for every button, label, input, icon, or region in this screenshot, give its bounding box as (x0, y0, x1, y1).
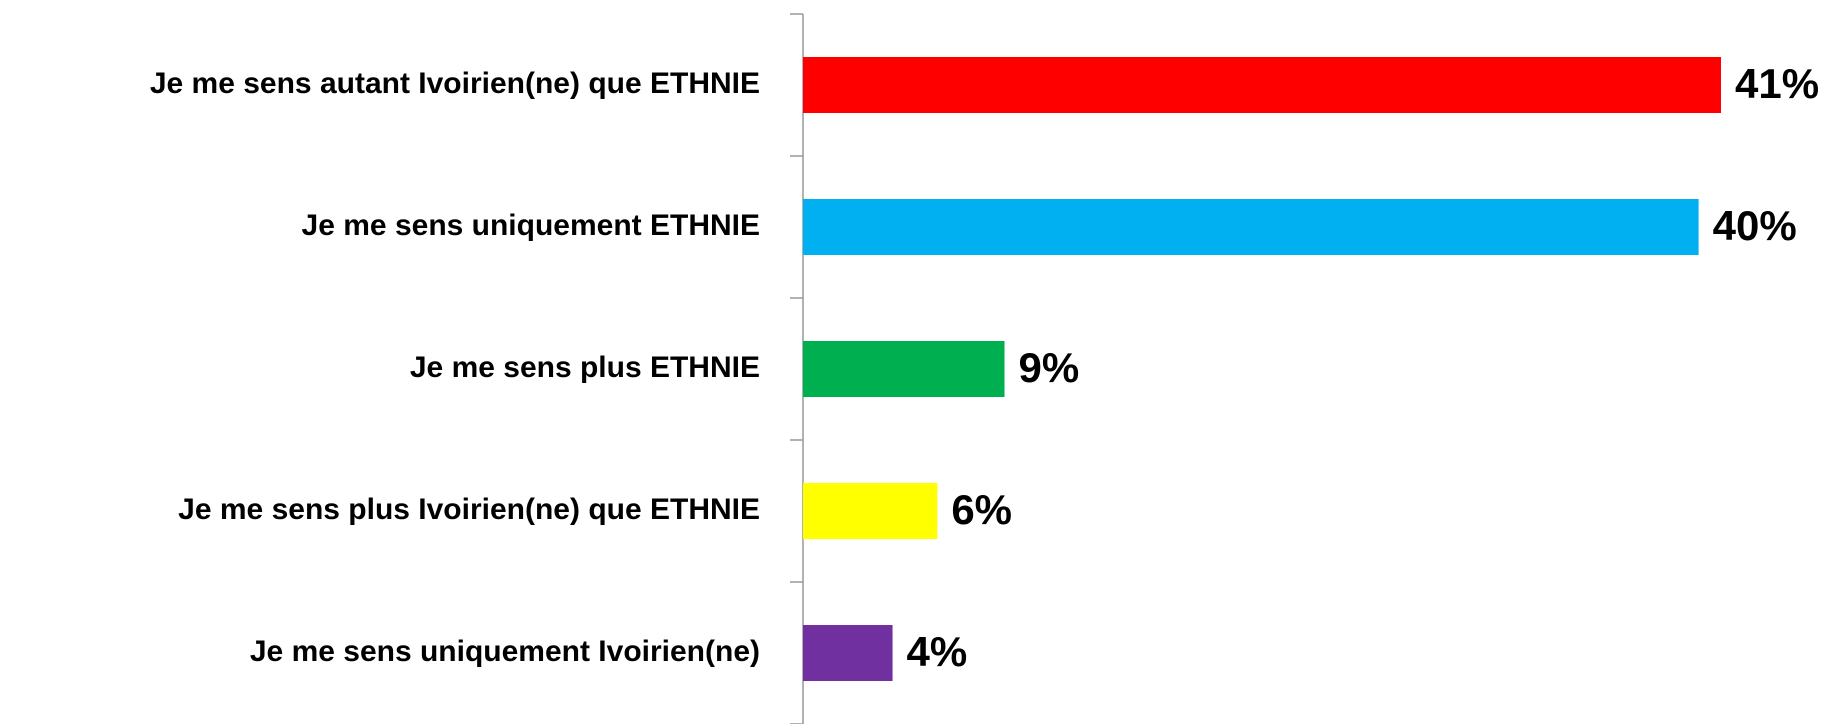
bar (803, 57, 1721, 113)
data-label: 40% (1713, 202, 1797, 249)
bar (803, 341, 1005, 397)
category-label: Je me sens uniquement Ivoirien(ne) (250, 635, 760, 668)
category-label: Je me sens plus ETHNIE (410, 351, 760, 384)
data-label: 9% (1019, 344, 1080, 391)
data-label: 41% (1735, 60, 1819, 107)
bar (803, 199, 1699, 255)
data-label: 6% (951, 486, 1012, 533)
category-label: Je me sens plus Ivoirien(ne) que ETHNIE (178, 493, 760, 526)
category-label: Je me sens autant Ivoirien(ne) que ETHNI… (150, 67, 760, 100)
data-label: 4% (907, 628, 968, 675)
category-label: Je me sens uniquement ETHNIE (302, 209, 760, 242)
bar (803, 625, 893, 681)
bar (803, 483, 938, 539)
